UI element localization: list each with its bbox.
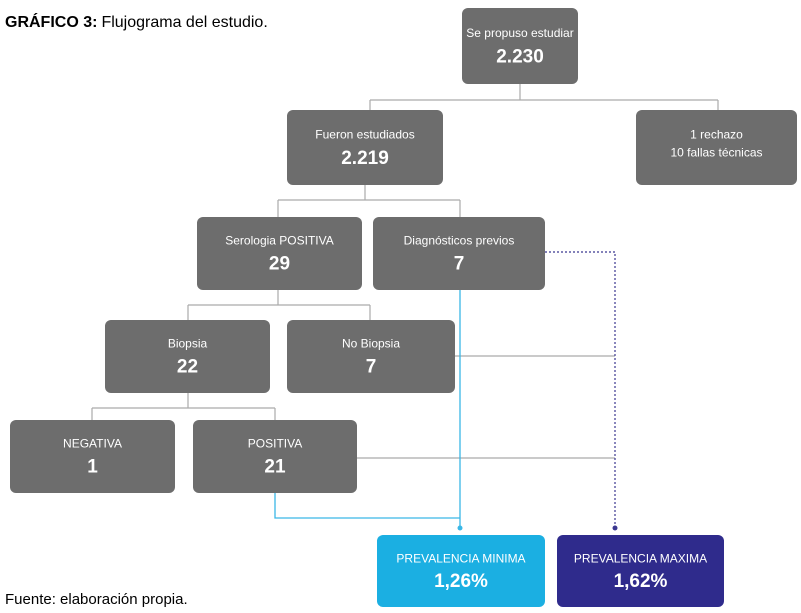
node-box [287, 110, 443, 185]
node-label: Fueron estudiados [315, 128, 414, 142]
node-value: 1 [87, 457, 98, 478]
node-box [197, 217, 362, 290]
node-box [287, 320, 455, 393]
node-label: No Biopsia [342, 337, 400, 351]
node-label: 1 rechazo [690, 128, 743, 142]
node-box [377, 535, 545, 607]
node-label: NEGATIVA [63, 437, 122, 451]
node-box [462, 8, 578, 84]
footer: Fuente: elaboración propia. [5, 591, 188, 608]
node-value: 21 [264, 457, 286, 478]
node-box [557, 535, 724, 607]
node-value: 29 [269, 254, 290, 275]
connectors [91, 84, 719, 531]
connector [357, 355, 615, 459]
node-box [193, 420, 357, 493]
connector [369, 84, 719, 110]
node-label: POSITIVA [248, 437, 302, 451]
node-label: Diagnósticos previos [404, 234, 515, 248]
node-box [636, 110, 797, 185]
title: GRÁFICO 3: Flujograma del estudio. [5, 12, 268, 31]
node-value: 7 [454, 254, 465, 275]
node-value: 10 fallas técnicas [670, 146, 762, 160]
node-box [10, 420, 175, 493]
node-value: 1,62% [614, 571, 668, 592]
node-value: 7 [366, 357, 377, 378]
connector [187, 290, 371, 320]
node-label: PREVALENCIA MAXIMA [574, 551, 707, 565]
node-box [373, 217, 545, 290]
connector-max [545, 251, 616, 528]
node-label: Se propuso estudiar [466, 26, 573, 40]
node-label: Biopsia [168, 337, 208, 351]
node-label: Serologia POSITIVA [225, 234, 334, 248]
connector [277, 185, 461, 217]
connector-min [274, 290, 461, 528]
connector-dot [612, 525, 618, 531]
title-text: Flujograma del estudio. [101, 14, 267, 31]
node-value: 22 [177, 357, 198, 378]
title-label: GRÁFICO 3: [5, 12, 97, 31]
node-value: 1,26% [434, 571, 488, 592]
node-value: 2.230 [496, 47, 544, 68]
connector [91, 393, 276, 420]
node-label: PREVALENCIA MINIMA [396, 551, 525, 565]
connector-dot [457, 525, 463, 531]
node-value: 2.219 [341, 148, 389, 169]
node-box [105, 320, 270, 393]
